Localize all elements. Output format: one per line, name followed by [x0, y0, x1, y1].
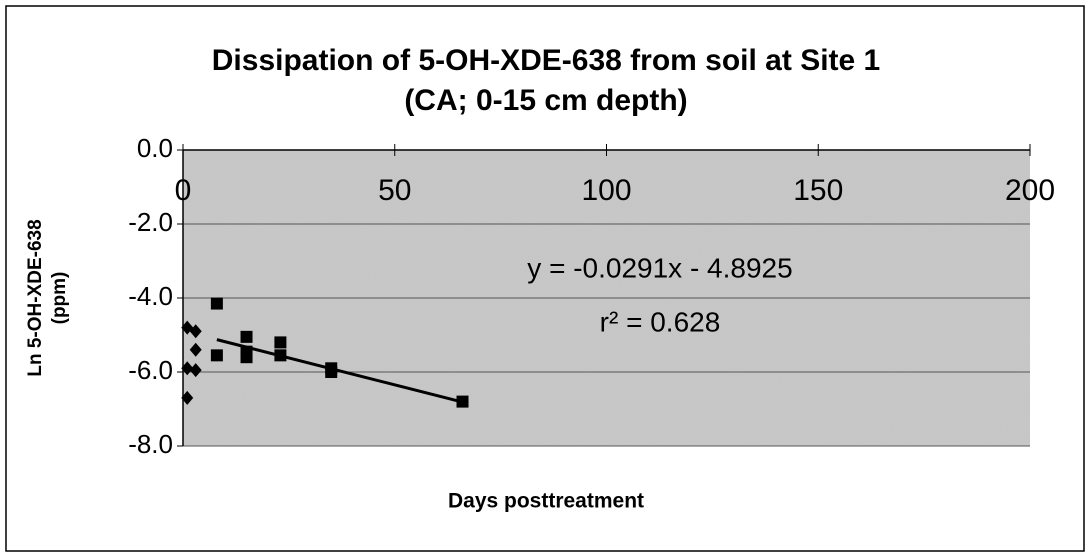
square-marker: [240, 330, 253, 343]
square-marker: [456, 395, 469, 408]
square-marker: [210, 297, 223, 310]
y-tick-label: 0.0: [137, 133, 173, 163]
x-tick-label: 200: [1005, 174, 1055, 207]
y-tick-label: -6.0: [128, 355, 173, 385]
diamond-marker: [189, 342, 202, 357]
y-tick-label: -4.0: [128, 281, 173, 311]
diamond-marker: [181, 361, 194, 376]
square-marker: [240, 351, 253, 364]
y-axis-label: (ppm): [49, 272, 70, 325]
y-tick-label: -2.0: [128, 207, 173, 237]
diamond-marker: [189, 363, 202, 378]
x-tick-label: 50: [378, 174, 411, 207]
square-marker: [274, 336, 287, 349]
diamond-marker: [181, 390, 194, 405]
trendline: [216, 338, 463, 404]
x-tick-label: 100: [581, 174, 631, 207]
r-squared: r² = 0.628: [600, 306, 721, 337]
chart-subtitle: (CA; 0-15 cm depth): [404, 84, 687, 117]
trendline-equation: y = -0.0291x - 4.8925: [527, 252, 792, 283]
square-marker: [210, 349, 223, 362]
square-marker: [325, 366, 338, 378]
x-tick-label: 0: [175, 174, 192, 207]
x-axis-label: Days posttreatment: [448, 490, 644, 513]
square-marker: [274, 349, 287, 362]
diamond-marker: [189, 324, 202, 339]
y-tick-label: -8.0: [128, 429, 173, 459]
y-axis-label: Ln 5-OH-XDE-638: [25, 219, 46, 376]
chart-title: Dissipation of 5-OH-XDE-638 from soil at…: [212, 44, 880, 77]
x-tick-label: 150: [793, 174, 843, 207]
